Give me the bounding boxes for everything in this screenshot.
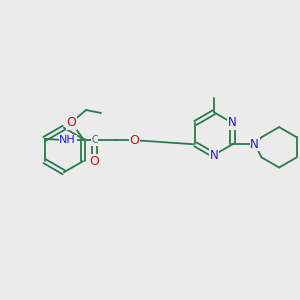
Text: N: N (228, 116, 237, 130)
Text: N: N (250, 138, 259, 151)
Text: N: N (209, 148, 218, 162)
Text: NH: NH (59, 135, 76, 145)
Text: O: O (129, 134, 139, 147)
Text: O: O (89, 154, 99, 168)
Text: C: C (91, 135, 98, 145)
Text: O: O (66, 116, 76, 129)
